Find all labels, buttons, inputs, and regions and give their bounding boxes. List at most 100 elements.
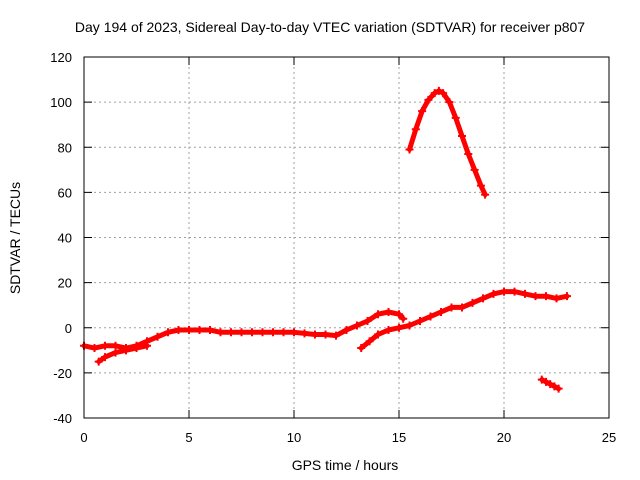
data-point — [479, 294, 487, 303]
data-point — [279, 328, 288, 337]
data-point — [399, 314, 408, 323]
data-point — [143, 341, 151, 350]
data-point — [164, 328, 172, 337]
data-point — [357, 344, 366, 353]
data-point — [546, 380, 555, 389]
data-point — [374, 310, 382, 319]
data-point — [258, 328, 267, 337]
series-rising-trace — [357, 287, 571, 353]
x-axis-title: GPS time / hours — [292, 457, 399, 473]
data-point — [206, 326, 214, 335]
y-tick-label: 20 — [58, 276, 72, 291]
data-point — [451, 113, 460, 122]
data-point — [458, 303, 466, 312]
series-line — [407, 88, 488, 198]
x-tick-label: 15 — [392, 430, 406, 445]
data-point — [174, 326, 183, 335]
plot-area — [80, 86, 571, 393]
data-point — [332, 331, 340, 340]
data-point — [132, 344, 141, 353]
series-main-trace — [80, 307, 408, 353]
data-point — [237, 328, 246, 337]
data-point — [418, 107, 427, 116]
data-point — [476, 181, 485, 190]
data-point — [90, 344, 99, 353]
series-line — [81, 309, 406, 351]
axis-ticks: 0 5 10 15 20 25 -40 -20 0 20 40 60 80 100 120 — [50, 50, 616, 445]
y-axis-title: SDTVAR / TECUs — [7, 182, 23, 294]
data-point — [111, 341, 120, 350]
y-tick-label: -20 — [53, 366, 72, 381]
data-point — [311, 330, 319, 339]
data-point — [416, 316, 424, 325]
data-point — [458, 131, 466, 140]
data-point — [426, 312, 435, 321]
chart-title: Day 194 of 2023, Sidereal Day-to-day VTE… — [75, 19, 585, 35]
data-point — [269, 328, 277, 337]
grid-lines — [84, 57, 609, 418]
data-point — [300, 329, 309, 338]
data-point — [195, 326, 204, 335]
data-point — [439, 89, 448, 98]
series-low-branch-start — [94, 341, 151, 366]
data-point — [94, 357, 103, 366]
y-tick-label: 0 — [65, 321, 72, 336]
data-point — [489, 289, 498, 298]
data-point — [537, 375, 546, 384]
series-arc-trace — [405, 86, 490, 199]
data-point — [395, 323, 403, 332]
x-tick-label: 20 — [497, 430, 511, 445]
data-point — [542, 292, 550, 301]
y-tick-label: 100 — [50, 95, 72, 110]
data-point — [481, 190, 490, 199]
y-tick-label: 40 — [58, 231, 72, 246]
data-point — [353, 321, 361, 330]
data-point — [563, 292, 571, 301]
data-point — [445, 98, 454, 107]
data-point — [185, 326, 193, 335]
data-point — [153, 332, 162, 341]
y-tick-label: 80 — [58, 140, 72, 155]
data-point — [405, 321, 414, 330]
data-point — [464, 150, 473, 159]
data-point — [430, 89, 439, 98]
x-tick-label: 0 — [80, 430, 87, 445]
data-point — [227, 328, 235, 337]
data-point — [424, 95, 433, 104]
data-point — [395, 310, 403, 319]
data-point — [101, 341, 109, 350]
x-tick-label: 5 — [185, 430, 192, 445]
data-point — [374, 330, 382, 339]
data-point — [542, 377, 550, 386]
data-point — [447, 303, 456, 312]
data-point — [101, 353, 109, 362]
data-point — [111, 348, 120, 357]
data-point — [321, 330, 330, 339]
data-point — [434, 86, 443, 95]
y-tick-label: -40 — [53, 411, 72, 426]
y-tick-label: 60 — [58, 185, 72, 200]
data-point — [122, 346, 130, 355]
data-point — [552, 294, 561, 303]
data-point — [248, 328, 256, 337]
data-point — [216, 328, 225, 337]
data-point — [384, 307, 393, 316]
data-point — [411, 125, 420, 134]
data-point — [437, 307, 445, 316]
series-late-segment — [537, 375, 563, 393]
data-point — [468, 298, 477, 307]
data-point — [500, 287, 508, 296]
y-tick-label: 120 — [50, 50, 72, 65]
data-point — [550, 382, 559, 391]
data-point — [290, 328, 298, 337]
data-point — [510, 287, 519, 296]
data-point — [521, 289, 529, 298]
x-tick-label: 25 — [602, 430, 616, 445]
data-point — [405, 145, 414, 154]
data-point — [531, 292, 540, 301]
x-tick-label: 10 — [287, 430, 301, 445]
data-point — [363, 316, 372, 325]
data-point — [365, 337, 374, 346]
data-point — [554, 384, 563, 393]
